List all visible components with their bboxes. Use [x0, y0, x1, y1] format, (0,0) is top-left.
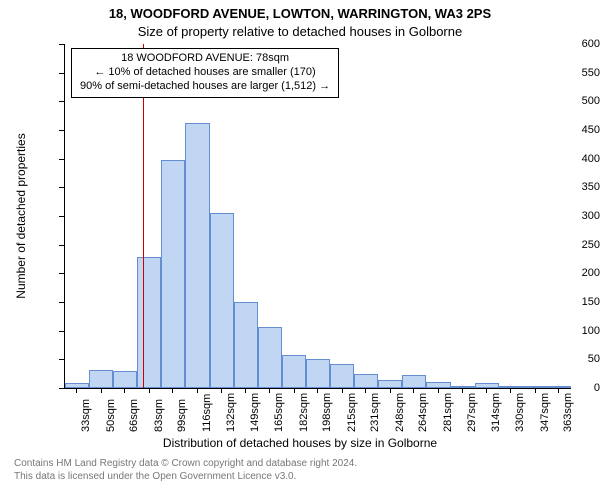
chart-title-subtitle: Size of property relative to detached ho…: [0, 24, 600, 39]
histogram-bar: [475, 383, 499, 388]
histogram-bar: [547, 386, 571, 388]
data-credits: Contains HM Land Registry data © Crown c…: [14, 458, 357, 483]
x-tick-label: 314sqm: [490, 393, 502, 432]
histogram-bar: [210, 213, 234, 388]
histogram-bar: [258, 327, 282, 388]
chart-title-address: 18, WOODFORD AVENUE, LOWTON, WARRINGTON,…: [0, 6, 600, 21]
x-tick-label: 347sqm: [539, 393, 551, 432]
y-axis-label: Number of detached properties: [14, 44, 28, 388]
histogram-bar: [65, 383, 89, 388]
histogram-bar: [523, 386, 547, 388]
credit-line: Contains HM Land Registry data © Crown c…: [14, 458, 357, 471]
credit-line: This data is licensed under the Open Gov…: [14, 471, 357, 484]
x-tick-label: 66sqm: [128, 399, 140, 432]
x-tick-label: 281sqm: [442, 393, 454, 432]
plot-area: 18 WOODFORD AVENUE: 78sqm← 10% of detach…: [64, 44, 571, 389]
histogram-bar: [451, 386, 475, 388]
x-tick-label: 198sqm: [321, 393, 333, 432]
histogram-bar: [330, 364, 354, 388]
x-tick-label: 83sqm: [153, 399, 165, 432]
x-tick-label: 132sqm: [225, 393, 237, 432]
x-axis-label: Distribution of detached houses by size …: [0, 436, 600, 450]
chart-container: 18, WOODFORD AVENUE, LOWTON, WARRINGTON,…: [0, 0, 600, 500]
histogram-bar: [499, 386, 523, 388]
histogram-bar: [234, 302, 258, 388]
histogram-bar: [137, 257, 161, 388]
histogram-bar: [282, 355, 306, 388]
x-tick-label: 50sqm: [105, 399, 117, 432]
histogram-bar: [426, 382, 450, 388]
x-tick-label: 248sqm: [394, 393, 406, 432]
x-tick-label: 149sqm: [249, 393, 261, 432]
x-tick-label: 215sqm: [346, 393, 358, 432]
x-tick-label: 99sqm: [176, 399, 188, 432]
property-info-box: 18 WOODFORD AVENUE: 78sqm← 10% of detach…: [71, 48, 339, 98]
info-line: 18 WOODFORD AVENUE: 78sqm: [80, 52, 330, 66]
x-tick-label: 231sqm: [369, 393, 381, 432]
x-tick-label: 297sqm: [466, 393, 478, 432]
histogram-bar: [89, 370, 113, 388]
histogram-bar: [354, 374, 378, 388]
histogram-bar: [402, 375, 426, 388]
x-tick-label: 116sqm: [201, 394, 213, 432]
x-tick-label: 182sqm: [298, 393, 310, 432]
info-line: 90% of semi-detached houses are larger (…: [80, 80, 330, 94]
histogram-bar: [185, 123, 209, 388]
x-tick-label: 33sqm: [80, 399, 92, 432]
x-tick-label: 330sqm: [514, 393, 526, 432]
histogram-bar: [113, 371, 137, 388]
histogram-bar: [161, 160, 185, 388]
histogram-bar: [306, 359, 330, 388]
info-line: ← 10% of detached houses are smaller (17…: [80, 66, 330, 80]
x-tick-label: 264sqm: [417, 393, 429, 432]
x-tick-label: 165sqm: [273, 393, 285, 432]
x-tick-label: 363sqm: [562, 393, 574, 432]
histogram-bar: [378, 380, 402, 388]
